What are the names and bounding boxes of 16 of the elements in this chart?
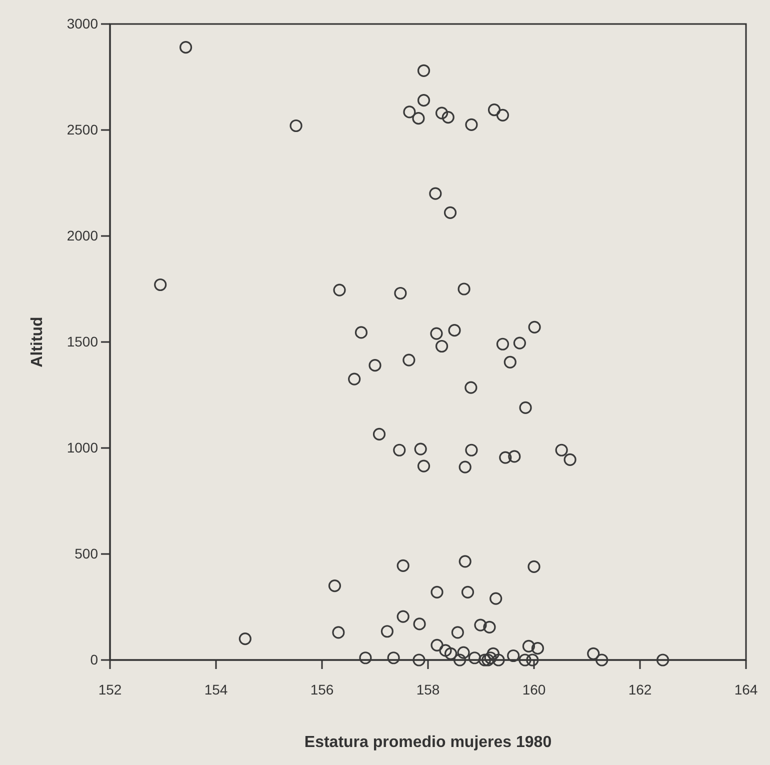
y-axis-title: Altitud	[29, 316, 46, 368]
x-tick-label: 162	[628, 681, 652, 698]
x-tick-label: 154	[204, 681, 228, 698]
x-tick-label: 156	[310, 681, 334, 698]
x-tick-label: 158	[416, 681, 440, 698]
y-tick-label: 0	[90, 651, 98, 668]
x-axis-title: Estatura promedio mujeres 1980	[304, 734, 552, 751]
y-tick-label: 1000	[66, 439, 98, 456]
x-tick-label: 152	[98, 681, 122, 698]
x-tick-label: 164	[734, 681, 758, 698]
y-tick-label: 1500	[66, 333, 98, 350]
y-tick-label: 500	[74, 545, 98, 562]
y-tick-label: 2000	[66, 227, 98, 244]
y-tick-label: 3000	[66, 15, 98, 32]
x-tick-label: 160	[522, 681, 546, 698]
y-tick-label: 2500	[66, 121, 98, 138]
